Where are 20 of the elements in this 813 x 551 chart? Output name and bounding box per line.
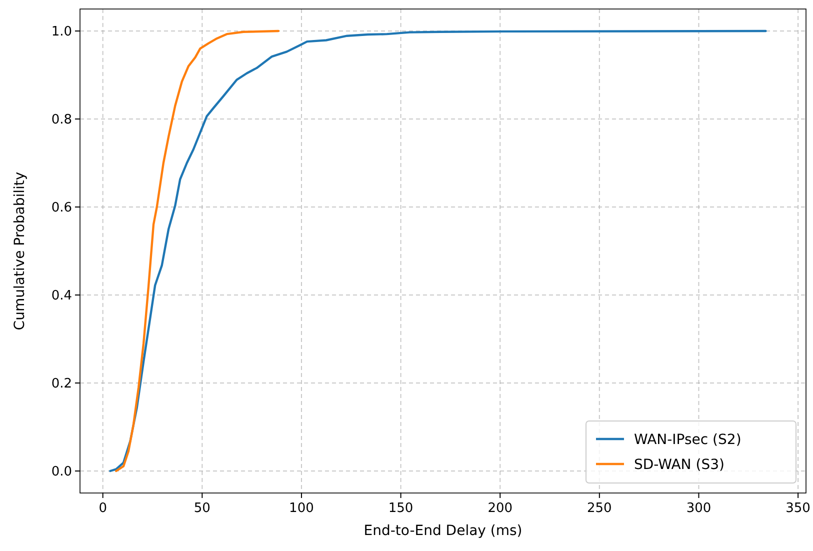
line-series — [115, 30, 280, 472]
x-axis-title: End-to-End Delay (ms) — [364, 523, 522, 539]
y-tick-label: 0.4 — [51, 288, 72, 304]
x-tick-label: 100 — [289, 501, 314, 516]
y-tick-label: 0.0 — [51, 464, 72, 480]
x-tick-label: 350 — [786, 501, 810, 516]
x-tick-label: 200 — [488, 501, 513, 516]
x-tick-label: 50 — [194, 501, 210, 516]
y-tick-label: 0.8 — [51, 112, 72, 128]
legend-label: SD-WAN (S3) — [634, 456, 724, 473]
x-tick-label: 150 — [388, 501, 414, 516]
x-tick-label: 250 — [587, 501, 612, 516]
legend-label: WAN-IPsec (S2) — [634, 432, 742, 448]
y-tick-label: 0.2 — [51, 376, 72, 392]
y-tick-label: 1.0 — [51, 24, 72, 40]
x-tick-label: 0 — [98, 501, 107, 516]
y-tick-label: 0.6 — [51, 200, 72, 216]
y-axis-title: Cumulative Probability — [12, 172, 28, 330]
line-series — [109, 30, 767, 472]
x-tick-label: 300 — [686, 501, 712, 516]
